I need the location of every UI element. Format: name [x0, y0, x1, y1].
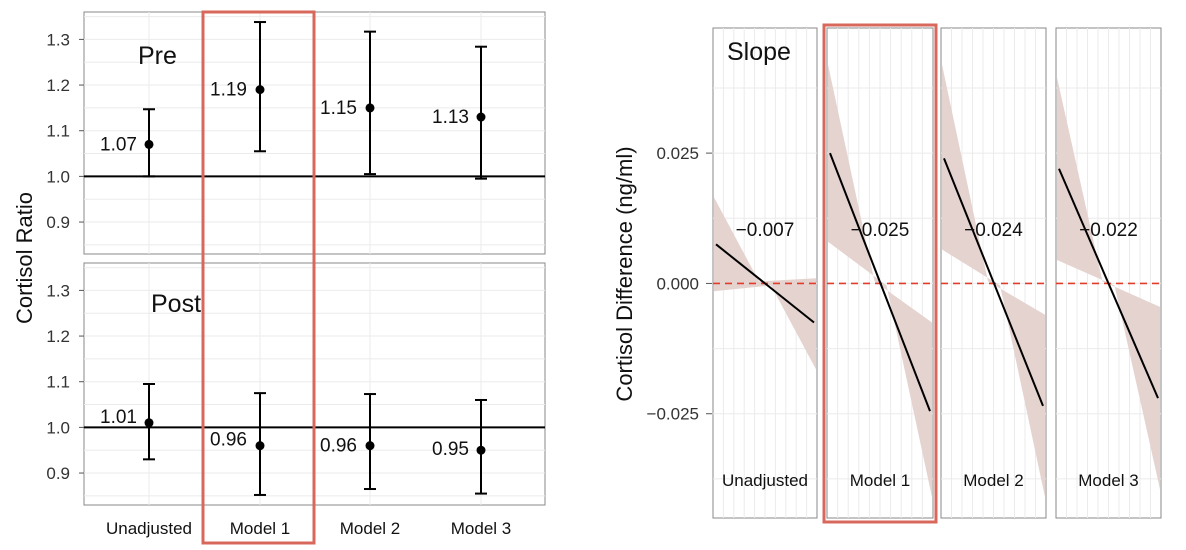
estimate-point: [476, 112, 486, 122]
estimate-label: 1.13: [432, 107, 469, 128]
slope-label: −0.024: [964, 220, 1023, 241]
estimate-label: 1.15: [320, 98, 357, 119]
slope-label: −0.007: [736, 220, 795, 241]
estimate-label: 1.19: [210, 80, 247, 101]
y-tick-label: 1.1: [46, 122, 70, 141]
x-category-label: Model 3: [451, 519, 511, 538]
cortisol-ratio-chart: 0.9 1.0 1.1 1.2 1.3 1.07 1.19 1.15 1.13 Pre 0.9 1.0…: [12, 10, 546, 545]
estimate-label: 0.95: [432, 439, 469, 460]
y-tick-label: 1.0: [46, 167, 70, 186]
cortisol-slope-chart: 0.025 0.000 −0.025 −0.007 Unadjusted −0.025 Mo…: [612, 23, 1162, 524]
y-axis-title: Cortisol Difference (ng/ml): [612, 146, 637, 401]
y-tick-label: 1.2: [46, 327, 70, 346]
panel-name: Model 1: [850, 471, 910, 490]
slope-line: [1058, 168, 1159, 399]
y-tick-label: 1.1: [46, 373, 70, 392]
estimate-point: [144, 418, 154, 428]
estimate-point: [476, 445, 486, 455]
y-tick-label: 1.2: [46, 76, 70, 95]
panel-label: Post: [151, 290, 201, 318]
panel-label: Slope: [727, 38, 791, 66]
slope-line: [943, 157, 1044, 407]
y-axis-title: Cortisol Ratio: [12, 192, 37, 324]
panel-label: Pre: [138, 42, 177, 70]
y-tick-label: 1.0: [46, 418, 70, 437]
estimate-point: [255, 441, 265, 451]
estimate-point: [144, 139, 154, 149]
slope-line: [829, 152, 931, 412]
x-category-label: Unadjusted: [106, 519, 192, 538]
x-category-label: Model 1: [230, 519, 290, 538]
y-tick-label: −0.025: [647, 405, 699, 424]
estimate-label: 1.07: [100, 134, 137, 155]
panel-name: Model 3: [1078, 471, 1138, 490]
y-tick-label: 0.9: [46, 464, 70, 483]
estimate-label: 0.96: [210, 430, 247, 451]
estimate-label: 1.01: [100, 407, 137, 428]
slope-label: −0.025: [851, 220, 910, 241]
highlight-box: [201, 10, 316, 545]
y-tick-label: 1.3: [46, 30, 70, 49]
estimate-label: 0.96: [320, 436, 357, 457]
panel-name: Unadjusted: [722, 471, 808, 490]
y-tick-label: 0.9: [46, 213, 70, 232]
highlight-box: [822, 23, 938, 524]
x-category-label: Model 2: [340, 519, 400, 538]
estimate-point: [365, 441, 375, 451]
slope-label: −0.022: [1079, 220, 1138, 241]
y-tick-label: 1.3: [46, 281, 70, 300]
panel-name: Model 2: [963, 471, 1023, 490]
estimate-point: [255, 85, 265, 95]
y-tick-label: 0.025: [656, 144, 699, 163]
y-tick-label: 0.000: [656, 274, 699, 293]
slope-line: [715, 243, 815, 324]
estimate-point: [365, 103, 375, 113]
